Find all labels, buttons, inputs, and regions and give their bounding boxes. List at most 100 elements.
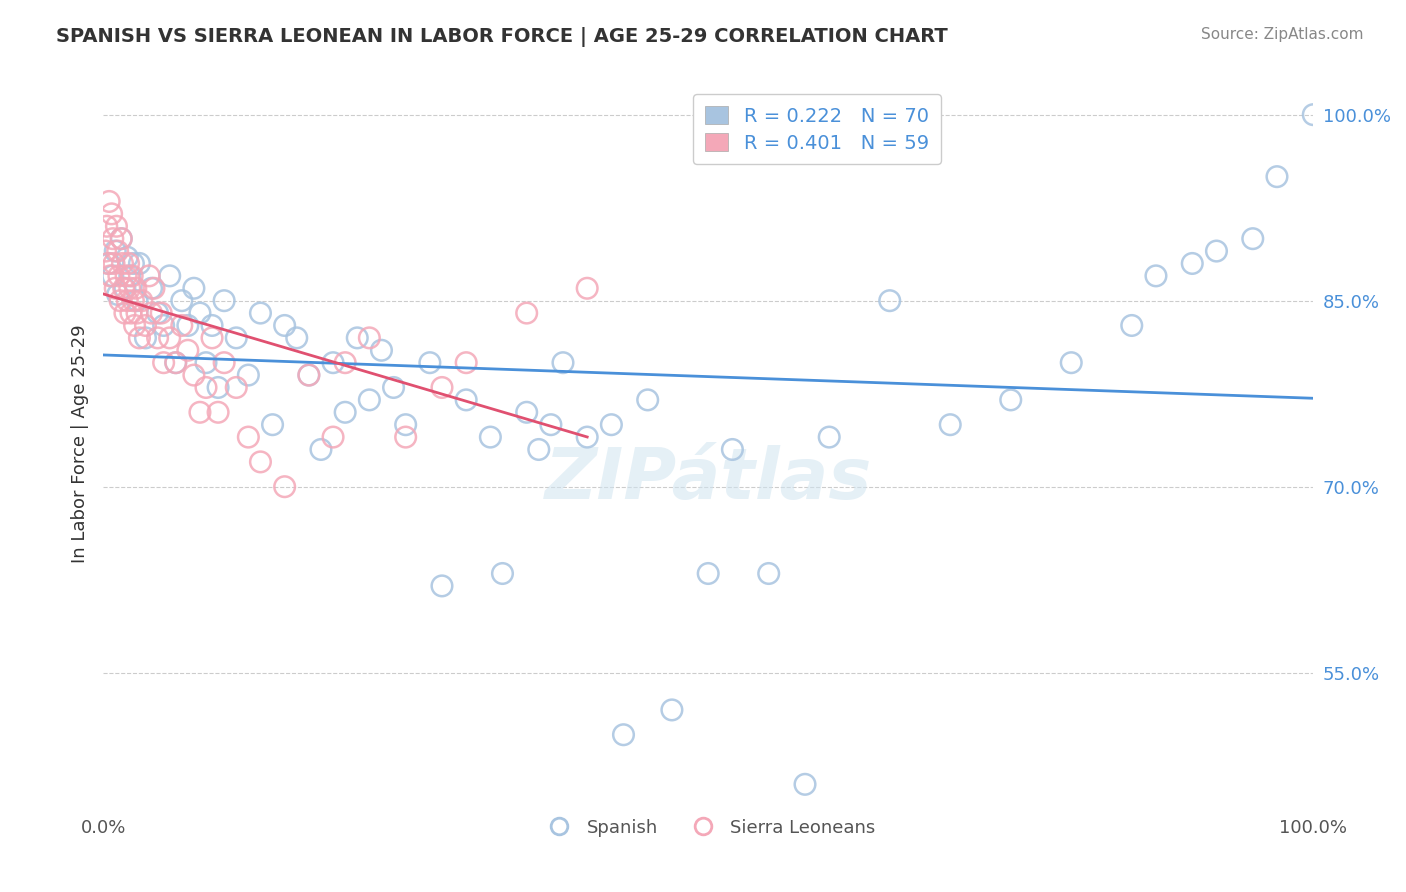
Point (114, 281, 136, 295)
Point (395, 417, 418, 432)
Point (382, 380, 405, 394)
Point (249, 306, 271, 320)
Point (159, 268, 181, 283)
Point (333, 356, 356, 370)
Point (794, 777, 817, 791)
Point (207, 380, 229, 394)
Point (104, 244, 127, 258)
Point (697, 566, 720, 581)
Point (115, 268, 138, 283)
Point (117, 293, 139, 308)
Point (118, 281, 141, 295)
Point (201, 318, 224, 333)
Point (122, 293, 145, 308)
Point (721, 442, 744, 457)
Point (551, 356, 574, 370)
Point (430, 380, 453, 394)
Point (152, 318, 174, 333)
Point (125, 306, 148, 320)
Point (1302, 108, 1324, 122)
Point (141, 281, 163, 295)
Point (298, 368, 321, 382)
Point (298, 368, 321, 382)
Point (146, 331, 169, 345)
Point (661, 703, 683, 717)
Point (118, 268, 141, 283)
Point (141, 306, 163, 320)
Point (430, 579, 453, 593)
Point (104, 281, 127, 295)
Point (212, 356, 235, 370)
Point (114, 306, 136, 320)
Point (128, 256, 150, 270)
Point (1205, 244, 1227, 258)
Point (120, 306, 142, 320)
Text: Source: ZipAtlas.com: Source: ZipAtlas.com (1201, 27, 1364, 42)
Point (212, 293, 235, 308)
Point (110, 232, 132, 246)
Point (1060, 356, 1083, 370)
Point (117, 256, 139, 270)
Point (1181, 256, 1204, 270)
Point (207, 405, 229, 419)
Point (1265, 169, 1288, 184)
Point (94, 244, 117, 258)
Point (117, 250, 139, 264)
Point (103, 256, 125, 270)
Point (183, 368, 205, 382)
Point (100, 268, 122, 283)
Point (101, 232, 124, 246)
Legend: Spanish, Sierra Leoneans: Spanish, Sierra Leoneans (534, 812, 883, 844)
Point (576, 281, 599, 295)
Point (96, 219, 118, 234)
Point (125, 281, 148, 295)
Point (370, 343, 392, 358)
Point (124, 318, 146, 333)
Point (1121, 318, 1143, 333)
Point (112, 281, 135, 295)
Point (395, 430, 418, 444)
Point (128, 331, 150, 345)
Point (516, 306, 538, 320)
Point (262, 417, 284, 432)
Point (939, 417, 962, 432)
Point (183, 281, 205, 295)
Point (456, 356, 478, 370)
Point (612, 728, 634, 742)
Point (540, 417, 562, 432)
Point (131, 293, 153, 308)
Point (285, 331, 308, 345)
Point (138, 268, 160, 283)
Point (527, 442, 550, 457)
Point (479, 430, 502, 444)
Point (600, 417, 623, 432)
Point (108, 293, 131, 308)
Point (238, 430, 260, 444)
Point (188, 306, 211, 320)
Point (121, 268, 143, 283)
Point (419, 356, 441, 370)
Point (122, 256, 145, 270)
Point (491, 566, 513, 581)
Point (146, 306, 169, 320)
Text: SPANISH VS SIERRA LEONEAN IN LABOR FORCE | AGE 25-29 CORRELATION CHART: SPANISH VS SIERRA LEONEAN IN LABOR FORCE… (56, 27, 948, 46)
Point (134, 331, 156, 345)
Point (879, 293, 901, 308)
Point (225, 331, 247, 345)
Point (159, 331, 181, 345)
Point (195, 380, 218, 394)
Point (177, 318, 200, 333)
Point (576, 430, 599, 444)
Point (165, 356, 187, 370)
Point (142, 281, 165, 295)
Point (359, 331, 381, 345)
Point (134, 318, 156, 333)
Point (98, 194, 121, 209)
Point (98, 256, 121, 270)
Point (249, 455, 271, 469)
Point (110, 232, 132, 246)
Point (170, 318, 193, 333)
Point (188, 405, 211, 419)
Point (97, 256, 120, 270)
Point (111, 256, 134, 270)
